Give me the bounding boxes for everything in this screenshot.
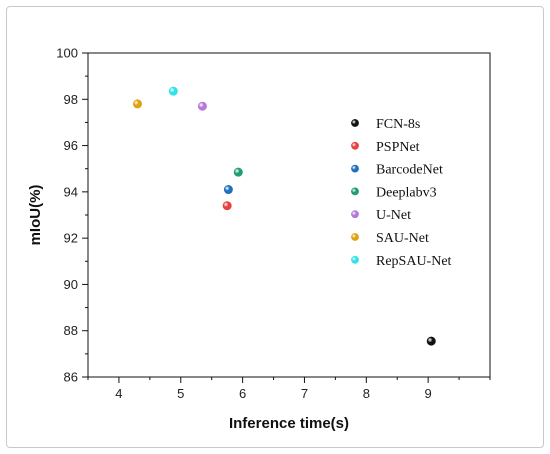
axes: [87, 52, 491, 378]
legend-marker: [351, 187, 359, 196]
legend-label: FCN-8s: [376, 117, 420, 132]
legend-label: SAU-Net: [376, 231, 429, 246]
legend-label: PSPNet: [376, 140, 420, 155]
x-tick-label: 9: [425, 386, 432, 401]
y-tick-label: 98: [64, 92, 78, 107]
y-tick-label: 86: [64, 370, 78, 385]
ticks: 4 5 6 7 8 9 86 88 90 92 94 96 98 100: [56, 46, 491, 401]
point-barcodenet: [223, 185, 233, 195]
x-tick-label: 8: [363, 386, 370, 401]
x-tick-label: 5: [177, 386, 184, 401]
y-tick-label: 96: [64, 138, 78, 153]
y-tick-label: 92: [64, 231, 78, 246]
x-axis-title: Inference time(s): [229, 415, 349, 432]
legend-label: BarcodeNet: [376, 163, 443, 178]
chart-frame: [6, 6, 544, 448]
y-tick-label: 94: [64, 184, 78, 199]
plot-border: [87, 52, 491, 378]
legend-label: RepSAU-Net: [376, 254, 452, 269]
point-fcn-8s: [426, 336, 436, 346]
legend-marker: [351, 255, 359, 264]
point-deeplabv3: [233, 167, 243, 177]
x-tick-label: 4: [115, 386, 122, 401]
legend-label: Deeplabv3: [376, 185, 437, 200]
legend-label: U-Net: [376, 208, 411, 223]
legend-marker: [351, 210, 359, 219]
y-tick-label: 100: [56, 46, 78, 61]
legend-marker: [351, 119, 359, 127]
y-tick-label: 90: [64, 277, 78, 292]
point-pspnet: [222, 201, 232, 211]
point-sau-net: [132, 99, 142, 109]
legend-marker: [351, 233, 359, 241]
y-axis-title: mIoU(%): [27, 185, 44, 246]
legend-marker: [351, 164, 359, 173]
data-points: [132, 86, 436, 346]
x-tick-label: 6: [239, 386, 246, 401]
point-u-net: [197, 101, 207, 111]
point-repsau-net: [168, 86, 178, 96]
legend: FCN-8s PSPNet BarcodeNet Deeplabv3 U-Net SAU-…: [351, 117, 452, 269]
x-tick-label: 7: [301, 386, 308, 401]
legend-marker: [351, 141, 359, 150]
y-tick-label: 88: [64, 323, 78, 338]
